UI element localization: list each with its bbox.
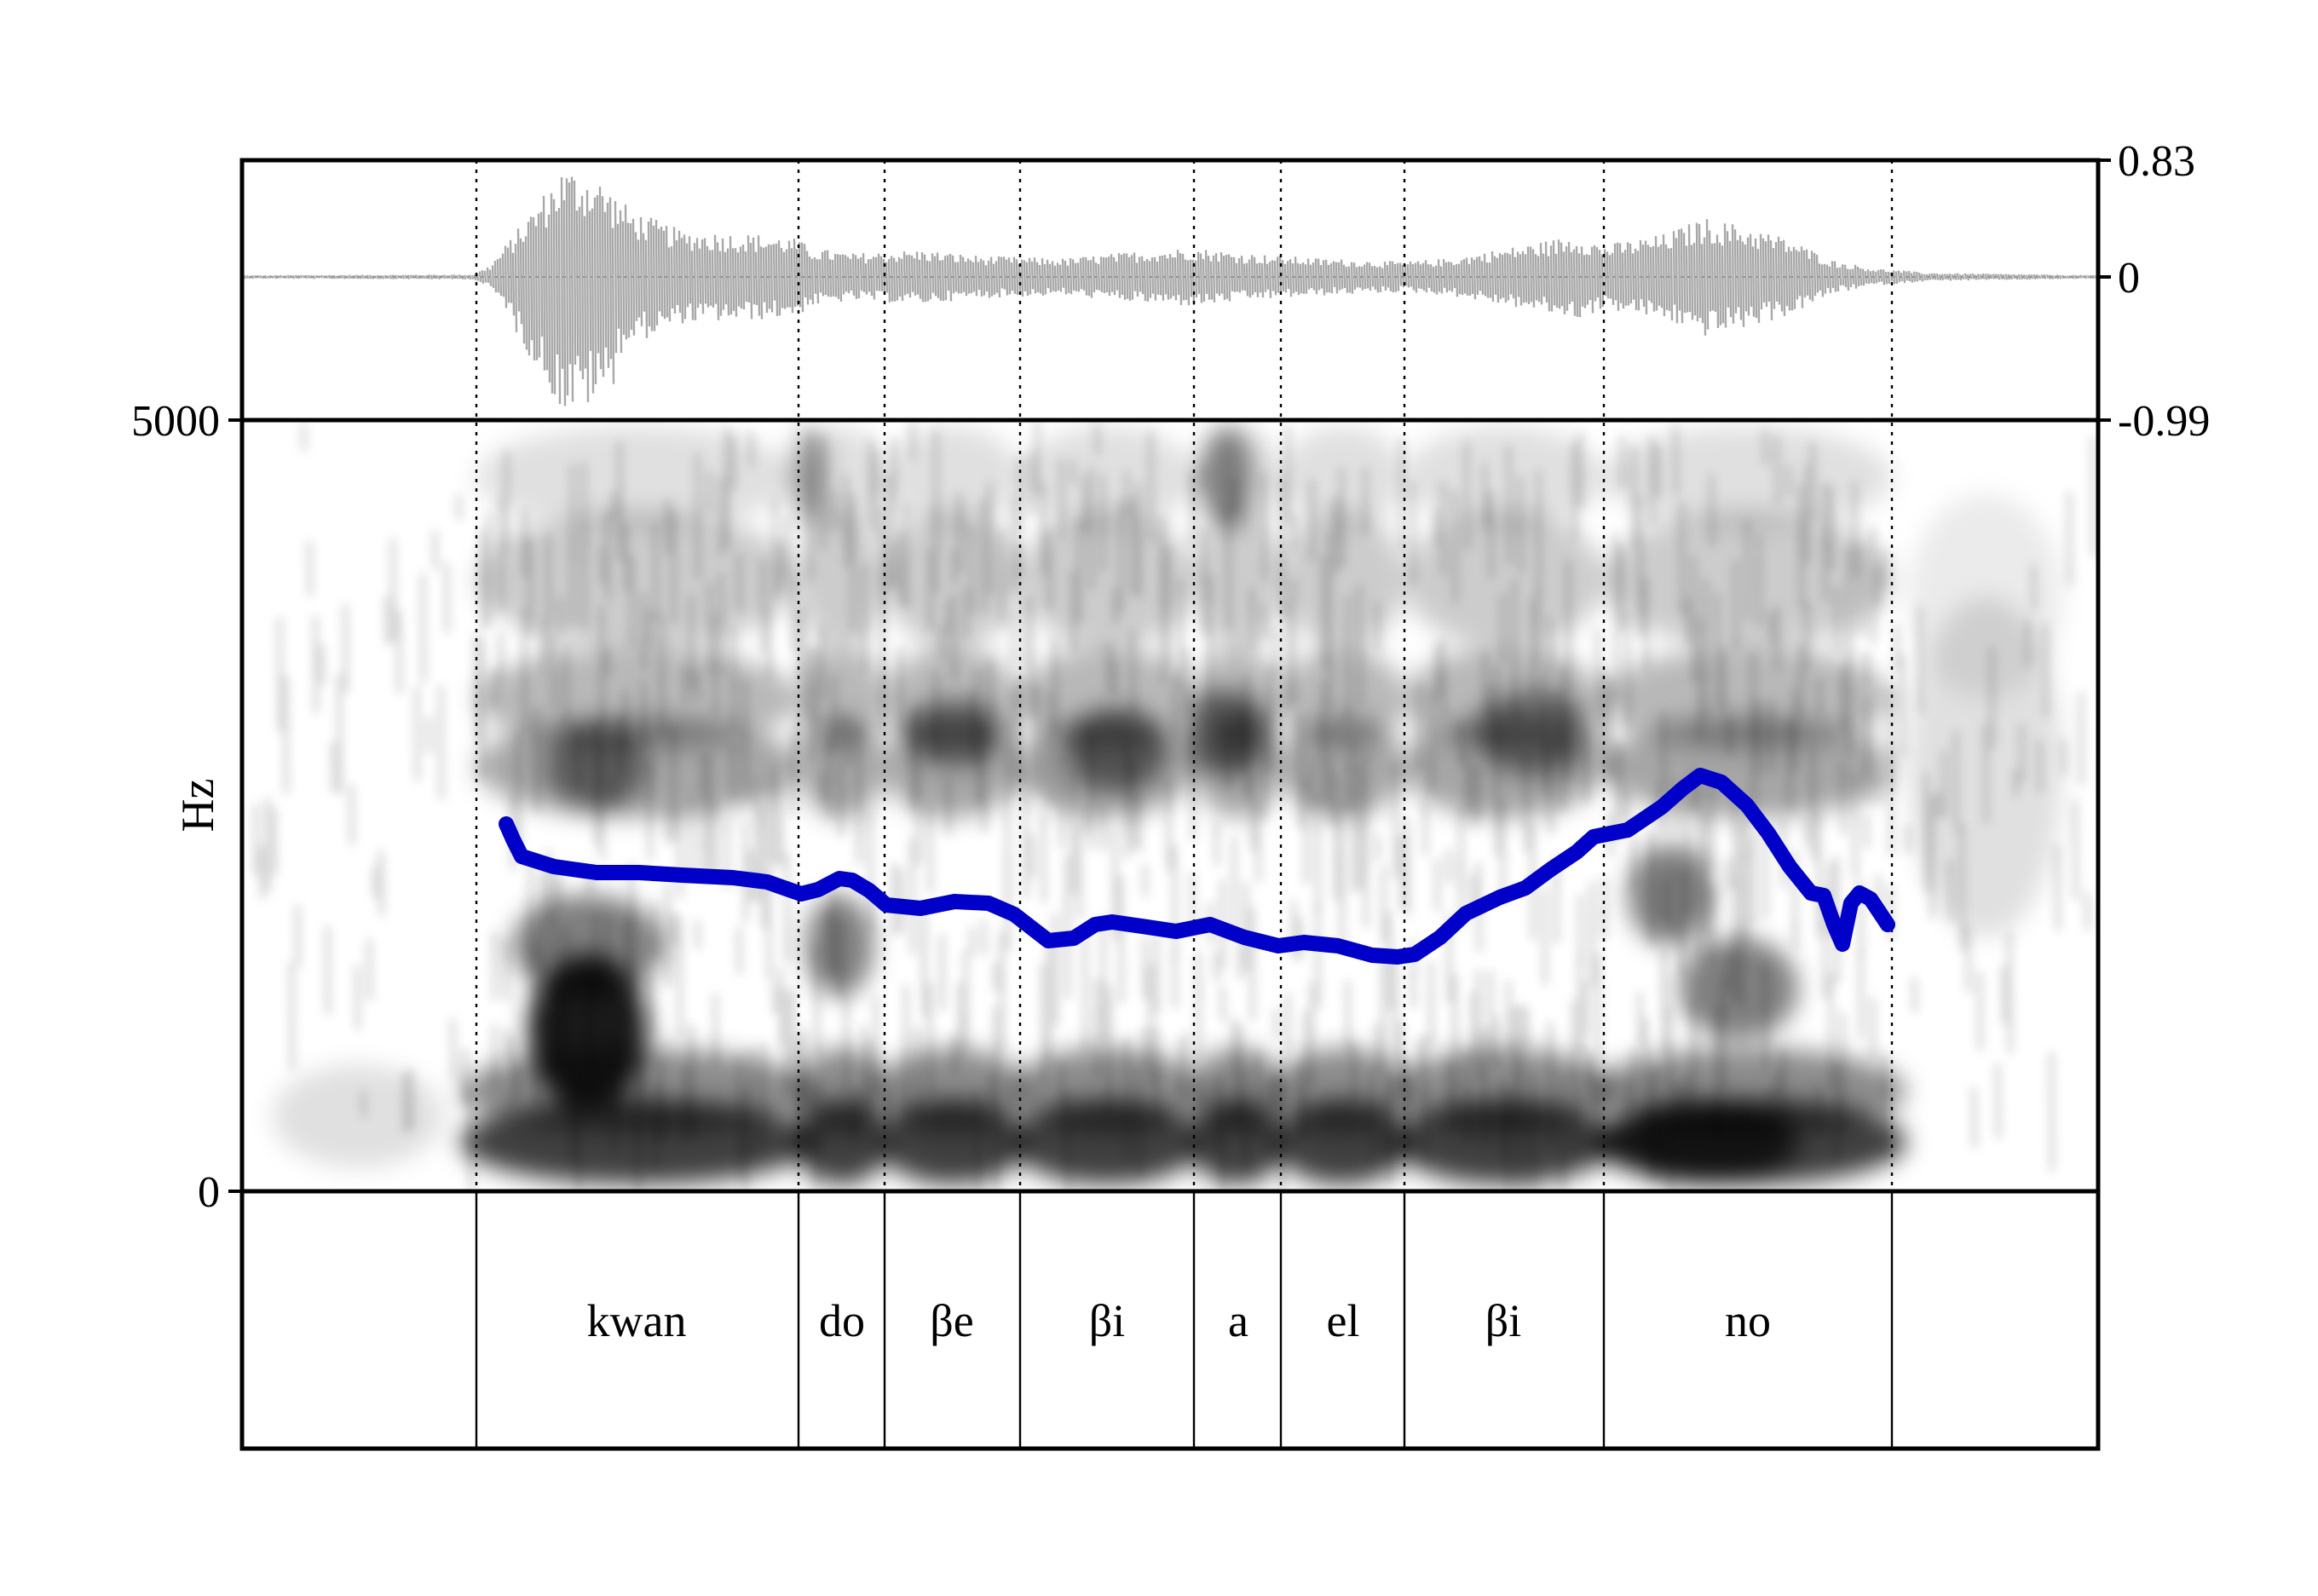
spec-ylabel: Hz — [172, 779, 223, 833]
segment-tier: kwan do βe βi a el βi no — [587, 1295, 1771, 1346]
spectrogram-blob — [878, 1048, 1027, 1133]
spec-tick-bottom: 0 — [198, 1168, 220, 1217]
segment-label: βi — [1485, 1295, 1521, 1346]
spectrogram-blob — [885, 511, 1020, 648]
spectrogram-blob — [1909, 494, 2062, 699]
spectrogram-blob — [885, 426, 1020, 528]
spectrogram-blob — [903, 699, 1006, 767]
waveform-panel — [242, 176, 2098, 406]
spectrogram-blob — [1281, 648, 1404, 750]
segment-label: a — [1228, 1295, 1248, 1346]
frame-outer — [239, 158, 2101, 1451]
spectrogram-blob — [1011, 1048, 1203, 1133]
spec-tick-top: 5000 — [131, 397, 220, 446]
spectrogram-blob — [1020, 426, 1194, 528]
segment-label: no — [1725, 1295, 1771, 1346]
wave-tick-bottom: -0.99 — [2118, 397, 2210, 446]
segment-boundaries — [475, 160, 1894, 1191]
spectrogram-panel — [242, 420, 2098, 1191]
wave-tick-zero: 0 — [2118, 254, 2140, 302]
spectrogram-blob — [1604, 426, 1892, 528]
pitch-track — [499, 768, 1895, 965]
spectrogram-blob — [476, 511, 799, 648]
tier-interval-lines — [475, 1191, 1894, 1449]
segment-label: el — [1327, 1295, 1360, 1346]
spectrogram-striation-path — [254, 420, 2096, 1191]
spectrogram-blob — [793, 1048, 890, 1133]
spectrogram-blob — [1274, 1048, 1411, 1133]
segment-label: βe — [930, 1295, 973, 1346]
spectrogram-blob — [1604, 648, 1892, 750]
segment-label: βi — [1089, 1295, 1125, 1346]
spectrogram-blob — [1611, 1099, 1798, 1184]
spectrogram-striations — [254, 420, 2096, 1191]
spectrogram-blob — [799, 511, 885, 648]
segment-label: kwan — [587, 1295, 687, 1346]
spectrogram-blob — [799, 648, 885, 750]
spectrogram-blob — [1679, 937, 1798, 1040]
spectrogram-blob — [1194, 511, 1281, 648]
spectrogram-blob — [1189, 1048, 1286, 1133]
spectrogram-blob — [1020, 511, 1194, 648]
spectrogram-blob — [476, 648, 799, 750]
spectrogram-blob — [1065, 707, 1168, 792]
spectrogram-blob — [273, 1065, 443, 1167]
spectrogram-blob — [476, 426, 799, 528]
frame — [228, 158, 2111, 1451]
spectrogram-ink — [254, 420, 2096, 1191]
spectrogram-blob — [511, 895, 665, 997]
spectrogram-blob — [1202, 426, 1253, 528]
wave-tick-top: 0.83 — [2118, 137, 2195, 186]
segment-label: do — [819, 1295, 865, 1346]
waveform-trace — [242, 176, 2098, 406]
